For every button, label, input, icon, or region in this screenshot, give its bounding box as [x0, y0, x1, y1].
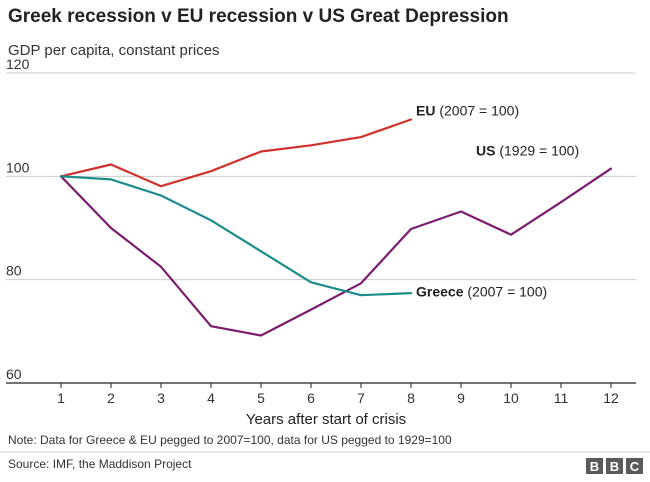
- chart-title: Greek recession v EU recession v US Grea…: [8, 6, 509, 27]
- series-label-eu: EU (2007 = 100): [416, 102, 519, 118]
- y-tick-label-80: 80: [6, 263, 22, 279]
- x-tick-label-7: 7: [357, 390, 365, 406]
- chart-note: Note: Data for Greece & EU pegged to 200…: [8, 433, 452, 447]
- x-tick-label-1: 1: [57, 390, 65, 406]
- y-tick-label-120: 120: [6, 56, 30, 72]
- x-axis-ticks: 1 2 3 4 5 6 7 8 9 10 11 12: [57, 383, 619, 406]
- x-tick-label-12: 12: [603, 390, 619, 406]
- y-axis-ticks: 60 80 100 120: [6, 56, 30, 382]
- x-tick-label-8: 8: [407, 390, 415, 406]
- x-axis-label: Years after start of crisis: [246, 411, 406, 428]
- series-label-name-greece: Greece: [416, 284, 464, 300]
- bbc-logo-letter-2: B: [610, 459, 619, 474]
- series-line-greece: [59, 175, 413, 297]
- x-tick-label-11: 11: [554, 390, 569, 406]
- bbc-logo-block-3: [626, 458, 643, 474]
- bbc-logo-block-1: [586, 458, 603, 474]
- series-label-base-us: (1929 = 100): [495, 143, 579, 159]
- bbc-logo-block-2: [606, 458, 623, 474]
- series-label-greece: Greece (2007 = 100): [416, 284, 547, 300]
- bbc-logo-letter-3: C: [630, 459, 640, 474]
- series-label-us: US (1929 = 100): [476, 143, 579, 159]
- series-labels: EU (2007 = 100) US (1929 = 100) Greece (20…: [416, 102, 579, 299]
- x-tick-label-2: 2: [107, 390, 115, 406]
- bbc-logo: B B C: [586, 458, 643, 474]
- x-tick-label-10: 10: [503, 390, 519, 406]
- series-line-eu: [59, 118, 413, 188]
- chart-source: Source: IMF, the Maddison Project: [8, 457, 192, 471]
- x-tick-label-3: 3: [157, 390, 165, 406]
- x-tick-label-9: 9: [457, 390, 465, 406]
- chart-subtitle: GDP per capita, constant prices: [8, 42, 220, 59]
- x-tick-label-5: 5: [257, 390, 265, 406]
- grid-lines: [6, 72, 636, 384]
- series-label-base-eu: (2007 = 100): [435, 102, 519, 118]
- series-label-name-eu: EU: [416, 102, 435, 118]
- x-tick-label-6: 6: [307, 390, 315, 406]
- series-lines: [59, 118, 613, 337]
- series-line-us: [59, 167, 613, 337]
- series-label-base-greece: (2007 = 100): [463, 284, 547, 300]
- series-label-name-us: US: [476, 143, 495, 159]
- y-tick-label-60: 60: [6, 366, 22, 382]
- y-tick-label-100: 100: [6, 159, 30, 175]
- x-tick-label-4: 4: [207, 390, 215, 406]
- bbc-logo-letter-1: B: [590, 459, 599, 474]
